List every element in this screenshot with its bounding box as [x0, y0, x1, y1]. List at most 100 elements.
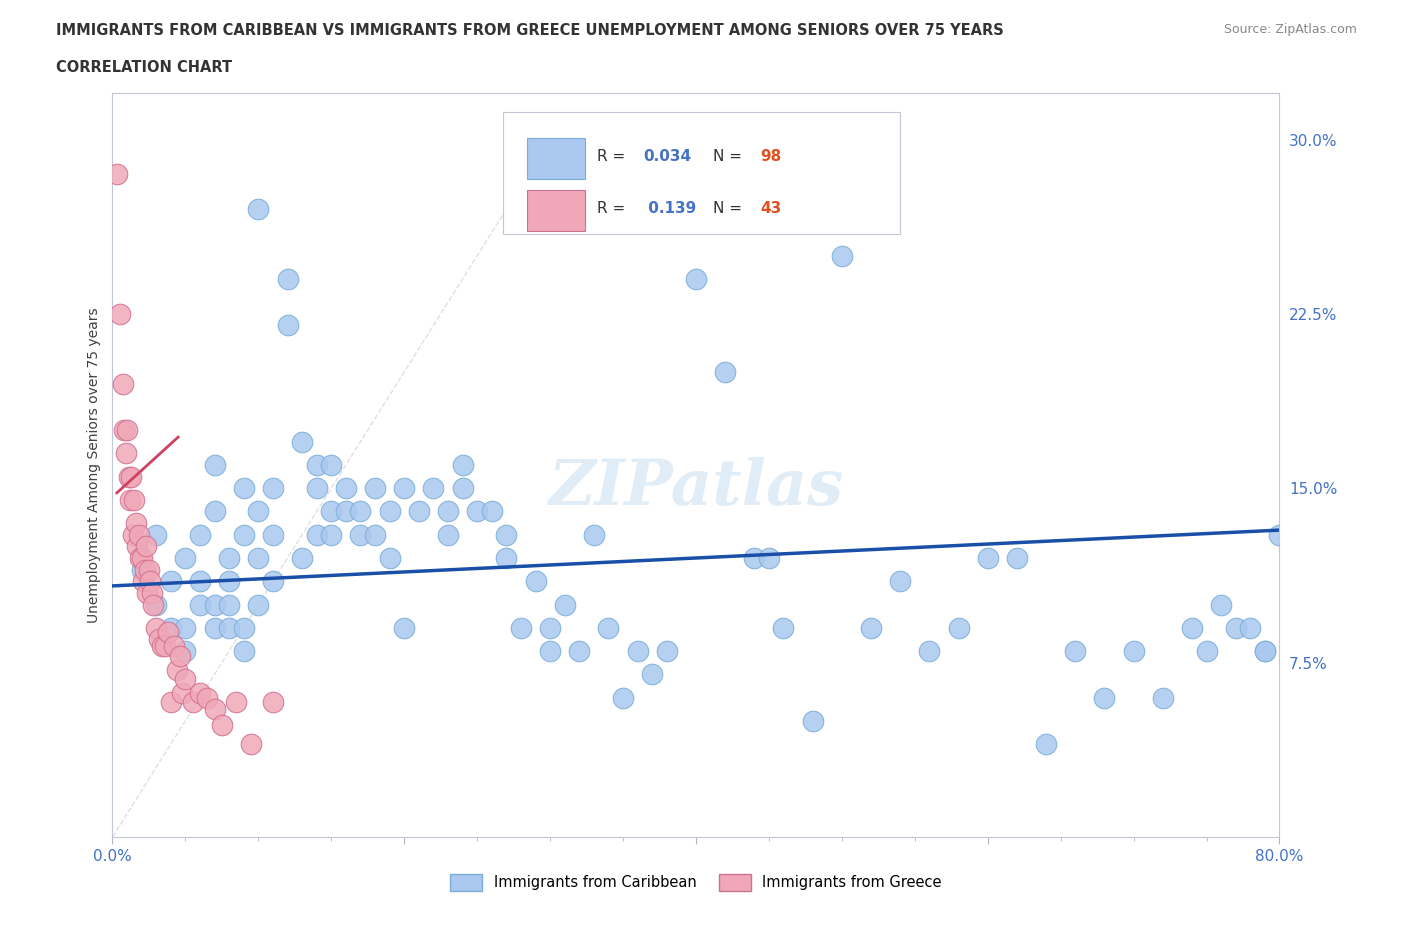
Point: [124, 493, 146, 508]
Point: [655, 644, 678, 658]
Point: [598, 620, 620, 635]
Point: [247, 597, 270, 612]
Point: [889, 574, 911, 589]
Point: [163, 639, 186, 654]
Point: [291, 551, 314, 565]
Point: [291, 434, 314, 449]
Point: [364, 481, 387, 496]
Point: [134, 562, 156, 577]
Point: [305, 458, 328, 472]
Point: [108, 307, 131, 322]
Point: [112, 423, 135, 438]
Point: [1209, 597, 1232, 612]
Point: [195, 690, 218, 705]
Point: [232, 481, 254, 496]
Point: [321, 458, 343, 472]
Text: Source: ZipAtlas.com: Source: ZipAtlas.com: [1223, 23, 1357, 36]
Text: IMMIGRANTS FROM CARIBBEAN VS IMMIGRANTS FROM GREECE UNEMPLOYMENT AMONG SENIORS O: IMMIGRANTS FROM CARIBBEAN VS IMMIGRANTS …: [56, 23, 1004, 38]
Point: [145, 620, 167, 635]
Point: [174, 644, 197, 658]
Point: [742, 551, 765, 565]
Legend: Immigrants from Caribbean, Immigrants from Greece: Immigrants from Caribbean, Immigrants fr…: [444, 869, 948, 897]
Point: [772, 620, 794, 635]
Point: [218, 551, 240, 565]
Text: 0.034: 0.034: [644, 149, 692, 164]
Point: [948, 620, 970, 635]
Point: [481, 504, 503, 519]
Point: [364, 527, 387, 542]
Point: [118, 493, 141, 508]
Point: [125, 516, 148, 531]
Point: [115, 423, 138, 438]
Text: 43: 43: [761, 201, 782, 216]
Point: [1152, 690, 1174, 705]
Point: [714, 365, 737, 379]
Point: [437, 504, 460, 519]
Point: [758, 551, 780, 565]
Point: [262, 574, 284, 589]
Text: 98: 98: [761, 149, 782, 164]
Point: [1268, 527, 1291, 542]
Point: [1035, 737, 1057, 751]
Point: [392, 481, 416, 496]
Point: [232, 644, 254, 658]
Point: [538, 644, 561, 658]
Point: [188, 527, 211, 542]
Point: [247, 202, 270, 217]
Point: [131, 551, 153, 565]
Y-axis label: Unemployment Among Seniors over 75 years: Unemployment Among Seniors over 75 years: [87, 307, 101, 623]
Point: [160, 620, 183, 635]
Point: [408, 504, 430, 519]
Point: [1195, 644, 1218, 658]
Point: [225, 695, 247, 710]
Text: CORRELATION CHART: CORRELATION CHART: [56, 60, 232, 75]
Point: [148, 632, 170, 647]
Point: [247, 551, 270, 565]
Point: [166, 662, 188, 677]
Point: [321, 527, 343, 542]
Point: [276, 318, 298, 333]
Point: [918, 644, 941, 658]
Point: [305, 481, 328, 496]
Point: [247, 504, 270, 519]
Point: [349, 504, 371, 519]
Point: [1225, 620, 1247, 635]
Point: [204, 458, 226, 472]
Point: [204, 504, 226, 519]
Point: [1122, 644, 1144, 658]
Point: [451, 458, 474, 472]
Point: [276, 272, 298, 286]
Point: [1092, 690, 1115, 705]
Point: [131, 562, 153, 577]
Point: [859, 620, 883, 635]
Point: [141, 586, 163, 601]
Point: [612, 690, 634, 705]
Point: [138, 562, 160, 577]
Point: [135, 539, 157, 554]
Point: [305, 527, 328, 542]
Point: [509, 620, 531, 635]
Point: [204, 620, 226, 635]
Point: [232, 620, 254, 635]
Point: [122, 527, 145, 542]
Point: [554, 597, 576, 612]
Bar: [527, 190, 585, 231]
Text: R =: R =: [596, 201, 630, 216]
Point: [262, 527, 284, 542]
Point: [132, 574, 155, 589]
Point: [378, 504, 401, 519]
Text: 0.139: 0.139: [644, 201, 697, 216]
Point: [1239, 620, 1261, 635]
Point: [232, 527, 254, 542]
Text: R =: R =: [596, 149, 630, 164]
Point: [204, 702, 226, 717]
Point: [150, 639, 173, 654]
Point: [136, 586, 159, 601]
Point: [437, 527, 460, 542]
Bar: [527, 138, 585, 179]
Point: [160, 574, 183, 589]
Point: [321, 504, 343, 519]
Point: [218, 574, 240, 589]
Point: [465, 504, 488, 519]
Point: [538, 620, 561, 635]
